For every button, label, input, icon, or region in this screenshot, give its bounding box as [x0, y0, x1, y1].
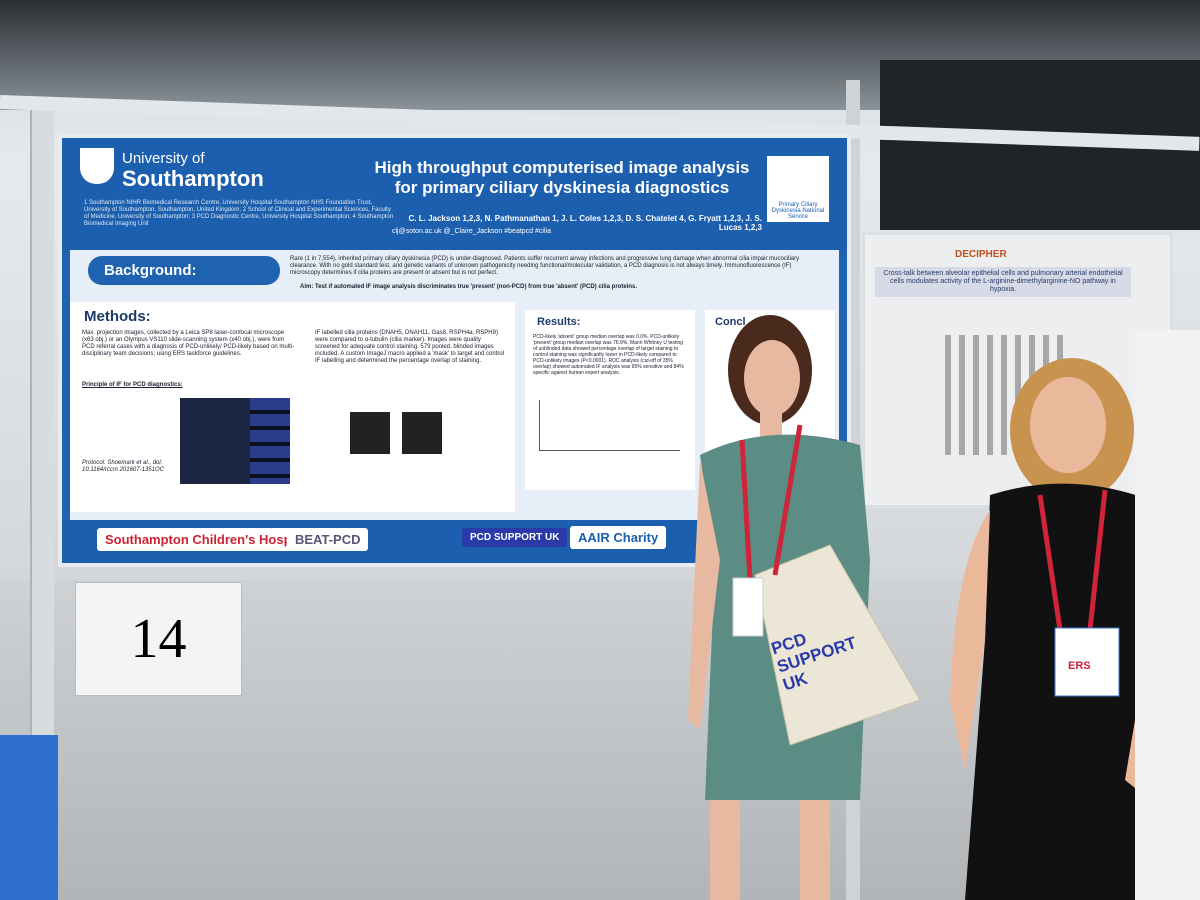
image-panel	[402, 412, 442, 454]
methods-text: Max. projection images, collected by a L…	[82, 330, 295, 357]
affiliations: 1 Southampton NIHR Biomedical Research C…	[84, 200, 394, 227]
sponsor-logo: BEAT-PCD	[287, 528, 369, 551]
title-line: High throughput computerised image analy…	[374, 158, 750, 177]
results-plot	[539, 400, 680, 451]
leg	[800, 800, 830, 900]
title-line: for primary ciliary dyskinesia diagnosti…	[394, 178, 730, 197]
tote-bag	[754, 544, 921, 746]
methods-subheading: Principle of IF for PCD diagnostics:	[82, 382, 183, 388]
background-text: Rare (1 in 7,554), inherited primary cil…	[290, 256, 800, 276]
results-panel: Results: PCD-likely 'absent' group media…	[525, 310, 695, 490]
neck	[760, 410, 782, 440]
leg	[710, 800, 740, 900]
poster-title: Cross-talk between alveolar epithelial c…	[875, 267, 1131, 297]
sponsor-logo: AAIR Charity	[570, 526, 667, 549]
board-number: 14	[75, 582, 242, 696]
methods-text: IF labelled cilia proteins (DNAH5, DNAH1…	[315, 330, 505, 364]
badge-card	[1054, 627, 1120, 697]
person-edge	[1135, 330, 1200, 900]
lanyard	[1037, 489, 1108, 631]
arm	[688, 460, 720, 730]
section-heading: Background:	[88, 256, 280, 285]
sponsor-logo: PCD SUPPORT UK	[462, 528, 568, 547]
sponsor-logo: Southampton Children's Hospital	[97, 528, 319, 551]
methods-panel: Methods: Max. projection images, collect…	[70, 302, 515, 512]
university-line1: University of	[122, 150, 205, 167]
protocol: Protocol: Shoemark et al., doi: 10.1164/…	[82, 460, 164, 473]
university-line2: Southampton	[122, 166, 264, 191]
poster: University of Southampton 1 Southampton …	[62, 138, 847, 563]
blue-object	[0, 735, 58, 900]
university-crest	[80, 148, 114, 184]
poster-brand: DECIPHER	[955, 249, 1007, 260]
face	[1030, 377, 1106, 473]
badge	[732, 577, 764, 637]
authors: C. L. Jackson 1,2,3, N. Pathmanathan 1, …	[408, 214, 762, 232]
lanyard	[739, 424, 803, 581]
aim-text: Aim: Test if automated IF image analysis…	[300, 284, 637, 290]
arm	[950, 510, 990, 770]
microscopy-grid	[250, 398, 290, 484]
contact: clj@soton.ac.uk @_Claire_Jackson #beatpc…	[392, 228, 551, 235]
section-heading: Results:	[537, 316, 581, 328]
face	[744, 340, 800, 416]
person-right	[950, 330, 1200, 900]
section-heading: Methods:	[84, 308, 151, 325]
poster-header: University of Southampton 1 Southampton …	[62, 138, 847, 250]
national-service-logo: Primary Ciliary Dyskinesia National Serv…	[767, 156, 829, 222]
results-text: PCD-likely 'absent' group median overlap…	[533, 334, 684, 376]
section-heading: Concl	[715, 316, 746, 328]
person-left	[688, 315, 921, 900]
poster-title: High throughput computerised image analy…	[362, 158, 762, 198]
badge-text: ERS	[1068, 660, 1091, 672]
image-panel	[350, 412, 390, 454]
